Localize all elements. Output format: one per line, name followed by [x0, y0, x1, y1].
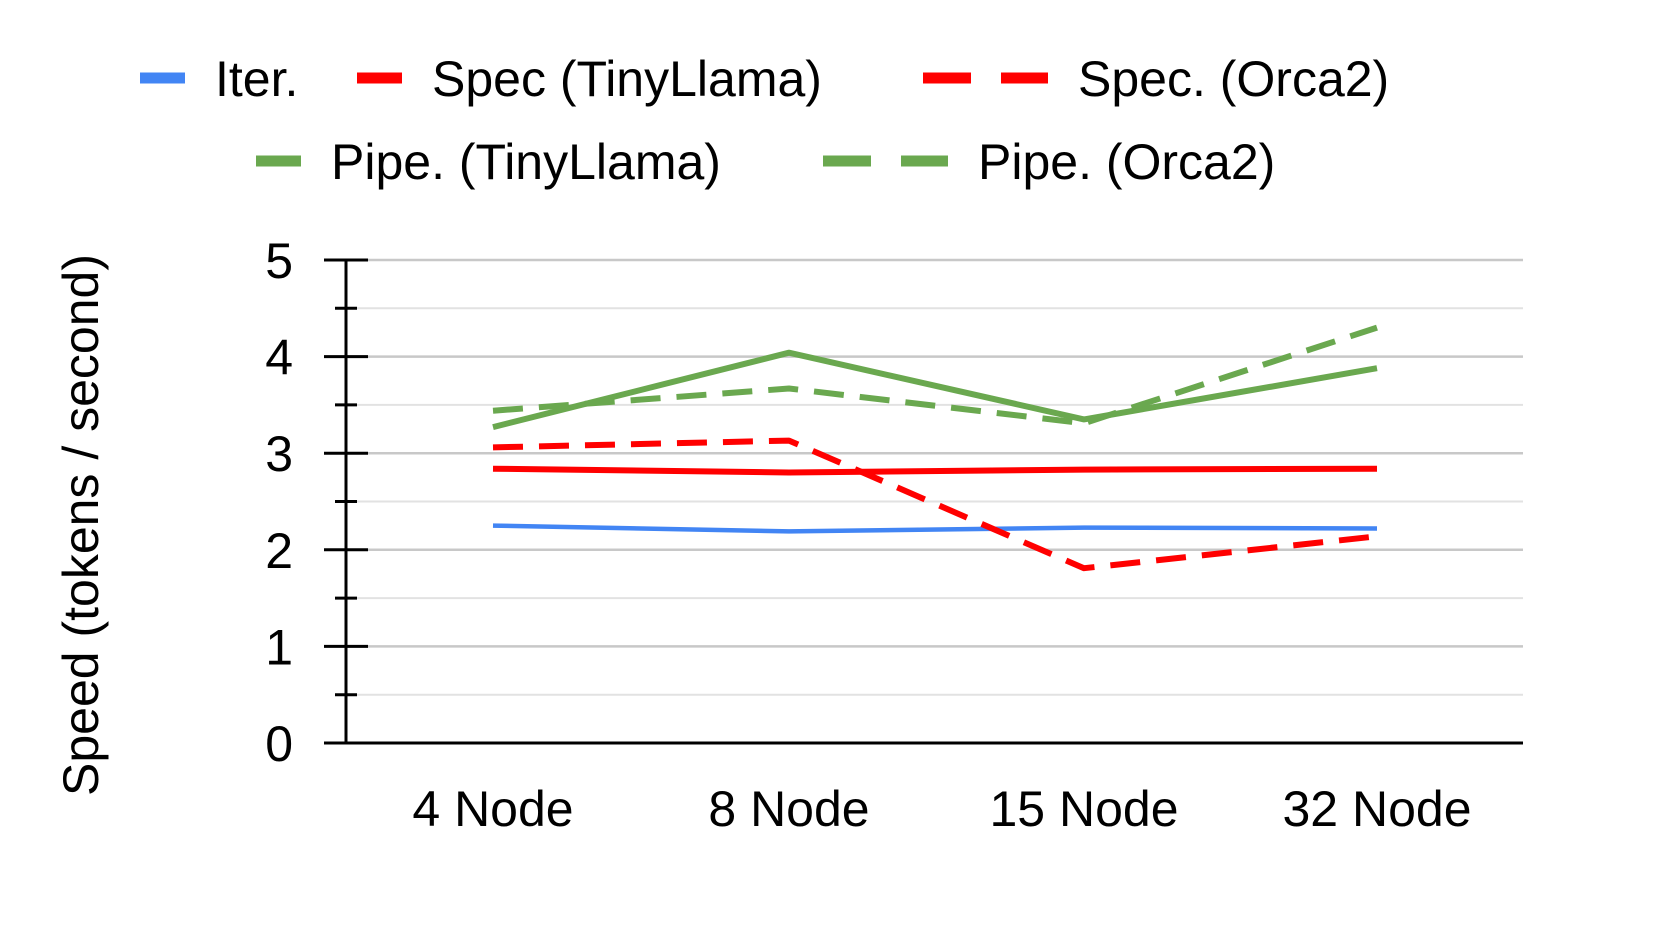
y-tick-label: 0: [265, 716, 293, 772]
x-tick-label: 32 Node: [1282, 781, 1471, 837]
legend-label-iter: Iter.: [215, 51, 298, 107]
x-tick-label: 15 Node: [989, 781, 1178, 837]
series-lines: [492, 324, 1378, 572]
x-tick-label: 4 Node: [412, 781, 573, 837]
gridlines: [346, 258, 1523, 696]
y-tick-label: 2: [265, 523, 293, 579]
y-tick-label: 3: [265, 426, 293, 482]
legend: Iter. Spec (TinyLlama) Spec. (Orca2) Pipe. …: [140, 51, 1389, 190]
x-tick-label: 8 Node: [708, 781, 869, 837]
y-ticks: 0 1 2 3 4 5: [265, 233, 368, 772]
series-line-pipe-orca2: [492, 324, 1378, 427]
series-line-spec-orca2: [492, 437, 1378, 572]
y-axis-label: Speed (tokens / second): [53, 254, 109, 796]
legend-label-spec-tinyllama: Spec (TinyLlama): [432, 51, 822, 107]
legend-label-spec-orca2: Spec. (Orca2): [1078, 51, 1389, 107]
y-tick-label: 5: [265, 233, 293, 289]
series-line-pipe-tinyllama: [492, 349, 1378, 431]
series-line-spec-tinyllama: [492, 465, 1378, 476]
y-tick-label: 4: [265, 330, 293, 386]
legend-label-pipe-tinyllama: Pipe. (TinyLlama): [331, 134, 721, 190]
y-tick-label: 1: [265, 619, 293, 675]
series-line-iter: [492, 523, 1378, 534]
legend-label-pipe-orca2: Pipe. (Orca2): [978, 134, 1275, 190]
x-ticks: 4 Node 8 Node 15 Node 32 Node: [412, 781, 1471, 837]
